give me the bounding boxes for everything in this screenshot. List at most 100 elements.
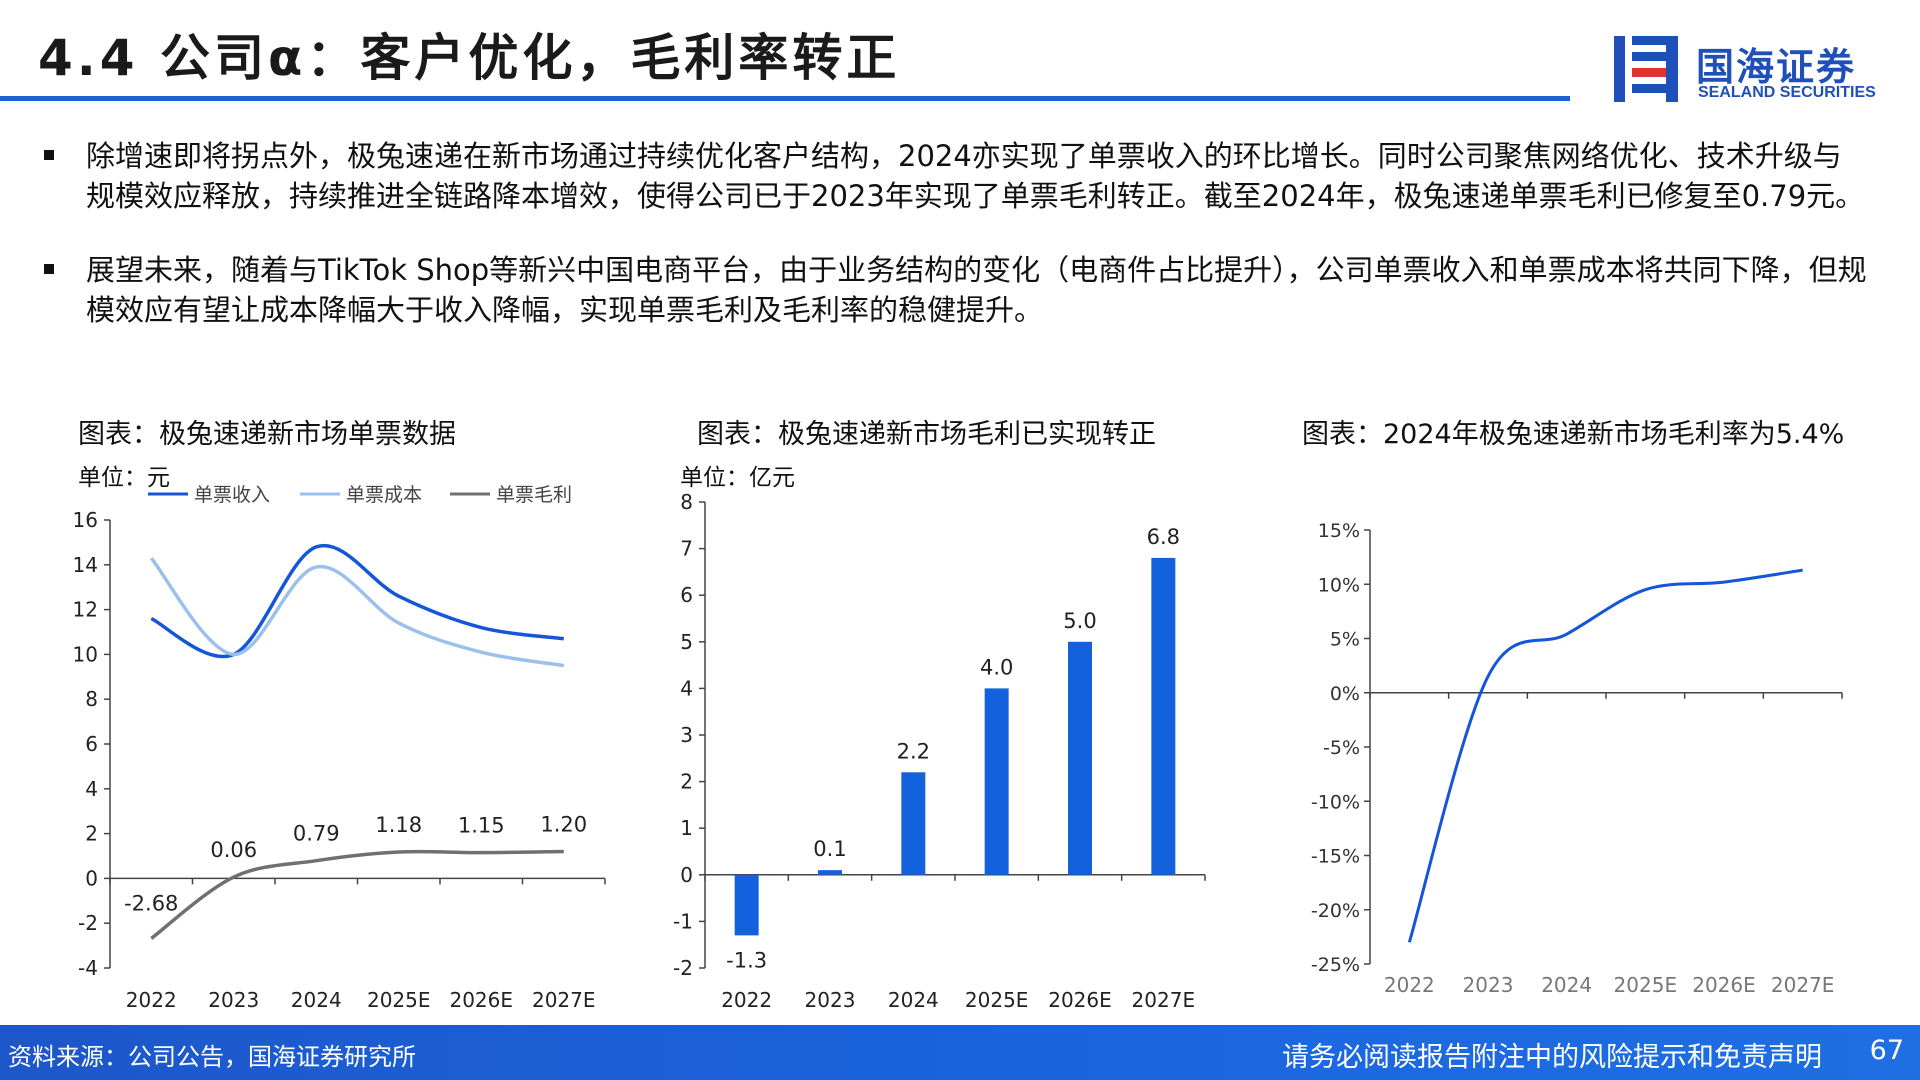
y-tick-label: 4 — [85, 777, 98, 801]
y-tick-label: 2 — [680, 770, 693, 794]
legend-label: 单票收入 — [194, 484, 270, 506]
y-tick-label: 16 — [73, 508, 98, 532]
data-point — [1801, 568, 1805, 572]
data-point — [479, 851, 483, 855]
y-tick-label: -2 — [78, 911, 98, 935]
bullet-text: 除增速即将拐点外，极兔速递在新市场通过持续优化客户结构，2024亦实现了单票收入… — [86, 139, 1865, 213]
bar — [818, 870, 842, 875]
data-point — [1407, 940, 1411, 944]
page-number: 67 — [1869, 1035, 1904, 1066]
data-point — [1486, 674, 1490, 678]
logo-text-cn: 国海证券 — [1696, 45, 1857, 89]
title-divider — [0, 96, 1570, 101]
data-label: 4.0 — [980, 655, 1013, 679]
x-tick-label: 2024 — [1541, 973, 1592, 997]
x-tick-label: 2023 — [805, 988, 856, 1012]
data-label: 6.8 — [1147, 525, 1180, 549]
data-point — [562, 850, 566, 854]
y-tick-label: 5 — [680, 630, 693, 654]
legend-label: 单票成本 — [346, 484, 422, 506]
bar — [734, 874, 759, 936]
series-line — [149, 556, 565, 668]
footer-bar: 资料来源：公司公告，国海证券研究所 请务必阅读报告附注中的风险提示和免责声明 6… — [0, 1025, 1920, 1080]
bullet-item: 除增速即将拐点外，极兔速递在新市场通过持续优化客户结构，2024亦实现了单票收入… — [40, 136, 1870, 216]
bullet-marker — [44, 150, 54, 160]
y-tick-label: -4 — [78, 956, 98, 980]
legend-label: 单票毛利 — [496, 484, 572, 506]
data-point — [1565, 632, 1569, 636]
y-tick-label: 6 — [85, 732, 98, 756]
data-point — [479, 650, 483, 654]
y-tick-label: -20% — [1311, 900, 1360, 922]
y-tick-label: 14 — [73, 553, 98, 577]
y-tick-label: -2 — [673, 956, 693, 980]
x-tick-label: 2022 — [1384, 973, 1435, 997]
y-tick-label: -1 — [673, 909, 693, 933]
series-line — [150, 849, 564, 940]
data-point — [232, 652, 236, 656]
series-line — [150, 543, 564, 659]
data-point — [397, 850, 401, 854]
data-label: 0.79 — [293, 822, 340, 846]
y-tick-label: 3 — [680, 723, 693, 747]
bullet-list: 除增速即将拐点外，极兔速递在新市场通过持续优化客户结构，2024亦实现了单票收入… — [40, 136, 1870, 364]
y-tick-label: 2 — [85, 822, 98, 846]
x-tick-label: 2026E — [449, 988, 513, 1012]
y-tick-label: -15% — [1311, 846, 1360, 868]
sealand-logo-icon — [1614, 36, 1678, 102]
y-tick-label: 4 — [680, 676, 693, 700]
chart-gross-margin: -25% -20% -15% -10% -5% 0% 5% 10% 15% 2022 2023 202… — [1311, 520, 1843, 997]
data-label: 1.15 — [458, 814, 505, 838]
x-tick-label: 2025E — [367, 988, 431, 1012]
x-tick-label: 2023 — [208, 988, 259, 1012]
chart-2-title: 图表：极兔速递新市场毛利已实现转正 — [697, 419, 1156, 450]
data-point — [397, 621, 401, 625]
chart-1-title: 图表：极兔速递新市场单票数据 — [78, 419, 456, 450]
y-tick-label: 12 — [73, 598, 98, 622]
y-tick-label: 0% — [1330, 683, 1360, 705]
data-point — [562, 664, 566, 668]
chart-gross-profit: -2 -1 0 1 2 3 4 5 6 7 8 2022 2023 2024 2025E 2026E 2027E… — [673, 490, 1206, 1012]
chart-unit-economics: -4 -2 0 2 4 6 8 10 12 14 16 2022 2023 2024 2025E 2026E 2… — [73, 484, 606, 1012]
x-tick-label: 2026E — [1048, 988, 1112, 1012]
data-point — [149, 556, 153, 560]
data-point — [314, 859, 318, 863]
x-tick-label: 2024 — [291, 988, 342, 1012]
page-title: 4.4 公司α：客户优化，毛利率转正 — [38, 29, 901, 87]
y-tick-label: 5% — [1330, 629, 1360, 651]
data-point — [314, 545, 318, 549]
data-label: 2.2 — [897, 739, 930, 763]
x-tick-label: 2022 — [126, 988, 177, 1012]
y-tick-label: 10 — [73, 642, 98, 666]
data-point — [149, 936, 153, 940]
data-point — [1722, 580, 1726, 584]
data-point — [232, 875, 236, 879]
y-tick-label: 0 — [85, 866, 98, 890]
y-tick-label: 15% — [1318, 520, 1360, 542]
data-point — [314, 565, 318, 569]
y-tick-label: 8 — [680, 490, 693, 514]
x-tick-label: 2026E — [1692, 973, 1756, 997]
bar — [984, 688, 1009, 875]
y-tick-label: -10% — [1311, 791, 1360, 813]
x-tick-label: 2023 — [1463, 973, 1514, 997]
series-line — [1407, 568, 1803, 943]
x-tick-label: 2027E — [1132, 988, 1196, 1012]
company-logo: 国海证券 SEALAND SECURITIES — [1612, 32, 1902, 112]
bullet-marker — [44, 264, 54, 274]
data-label: 1.20 — [540, 813, 587, 837]
data-point — [397, 594, 401, 598]
data-point — [562, 637, 566, 641]
bullet-item: 展望未来，随着与TikTok Shop等新兴中国电商平台，由于业务结构的变化（电… — [40, 250, 1870, 330]
y-tick-label: 1 — [680, 816, 693, 840]
x-tick-label: 2025E — [1614, 973, 1678, 997]
data-label: 5.0 — [1063, 609, 1096, 633]
data-point — [479, 626, 483, 630]
bar — [901, 772, 926, 875]
bar — [1151, 557, 1176, 875]
bar — [1068, 641, 1092, 875]
x-tick-label: 2025E — [965, 988, 1029, 1012]
logo-text-en: SEALAND SECURITIES — [1698, 84, 1876, 101]
data-point — [1643, 588, 1647, 592]
data-label: 0.06 — [210, 838, 257, 862]
